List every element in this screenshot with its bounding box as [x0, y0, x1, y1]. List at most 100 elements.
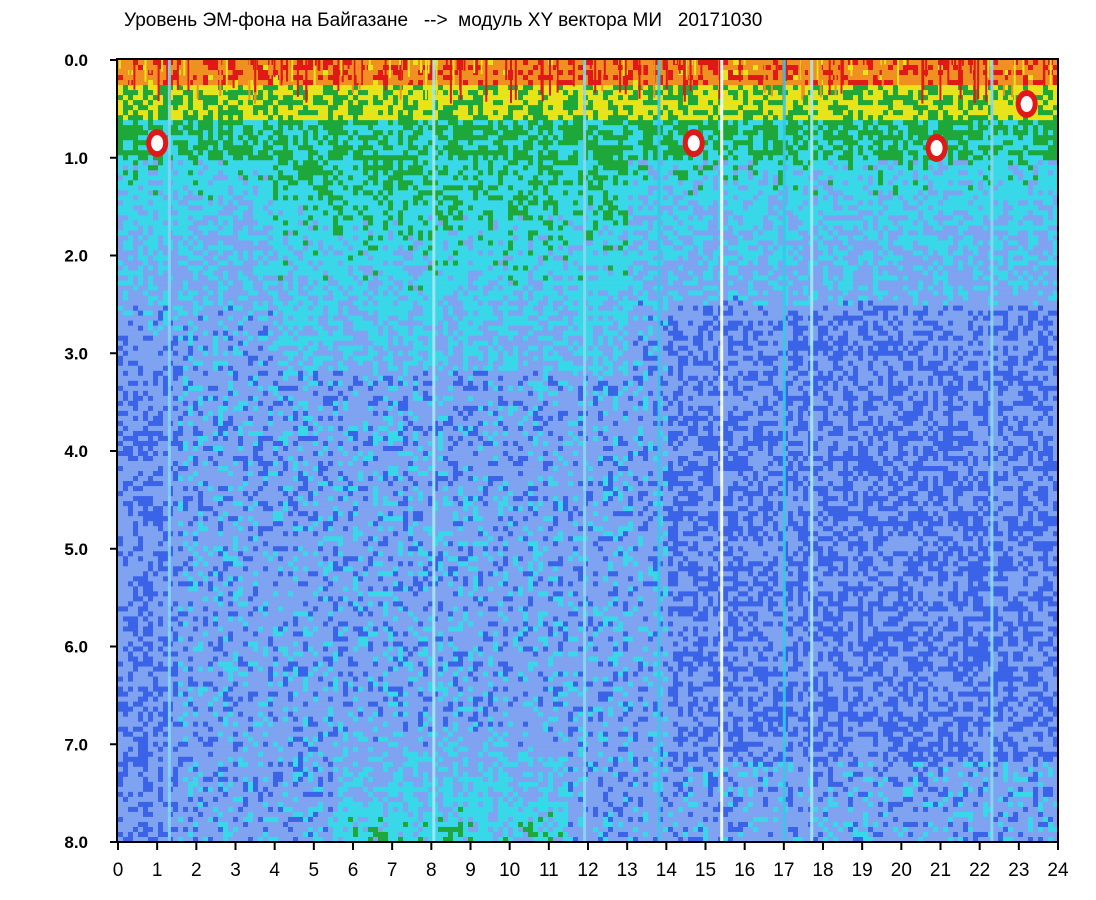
heat-cell — [753, 150, 759, 156]
heat-cell — [678, 105, 684, 111]
heat-cell — [858, 155, 864, 161]
heat-cell — [1023, 60, 1029, 66]
heat-cell — [343, 135, 349, 141]
heat-cell — [448, 110, 454, 116]
heat-cell — [328, 70, 334, 76]
heat-cell — [778, 85, 784, 91]
heat-cell — [313, 135, 319, 141]
heat-cell — [368, 185, 374, 191]
heat-cell — [328, 110, 334, 116]
heat-cell — [563, 145, 569, 151]
heat-cell — [558, 180, 564, 186]
heat-cell — [848, 170, 854, 176]
heat-cell — [198, 65, 204, 71]
heat-cell — [443, 170, 449, 176]
heat-cell — [268, 165, 274, 171]
heat-cell — [588, 95, 594, 101]
heat-cell — [1003, 115, 1009, 121]
heat-cell — [128, 100, 134, 106]
heat-cell — [498, 130, 504, 136]
heat-cell — [493, 180, 499, 186]
heat-cell — [938, 130, 944, 136]
heat-cell — [828, 180, 834, 186]
heat-cell — [568, 165, 574, 171]
heat-cell — [858, 150, 864, 156]
heat-cell — [263, 95, 269, 101]
heat-cell — [708, 170, 714, 176]
heat-cell — [788, 180, 794, 186]
heat-cell — [498, 85, 504, 91]
heat-cell — [153, 65, 159, 71]
heat-cell — [618, 90, 624, 96]
heat-cell — [628, 175, 634, 181]
heat-cell — [313, 150, 319, 156]
heat-cell — [453, 105, 459, 111]
heat-cell — [178, 115, 184, 121]
heat-cell — [743, 175, 749, 181]
heat-cell — [993, 130, 999, 136]
heat-cell — [948, 80, 954, 86]
heat-cell — [998, 145, 1004, 151]
heat-cell — [663, 135, 669, 141]
heat-cell — [733, 90, 739, 96]
heat-cell — [708, 85, 714, 91]
heat-cell — [393, 90, 399, 96]
heat-cell — [778, 110, 784, 116]
heat-cell — [963, 60, 969, 66]
heat-cell — [233, 170, 239, 176]
heat-cell — [328, 65, 334, 71]
heat-cell — [143, 100, 149, 106]
heat-cell — [653, 165, 659, 171]
heat-cell — [343, 125, 349, 131]
heat-cell — [363, 180, 369, 186]
heat-cell — [568, 95, 574, 101]
heat-cell — [653, 185, 659, 191]
heat-cell — [943, 85, 949, 91]
heat-cell — [558, 190, 564, 196]
heat-cell — [363, 125, 369, 131]
heat-cell — [143, 135, 149, 141]
heat-cell — [603, 95, 609, 101]
heat-cell — [823, 85, 829, 91]
heat-cell — [888, 155, 894, 161]
heat-cell — [523, 180, 529, 186]
heat-cell — [308, 95, 314, 101]
heat-cell — [1013, 120, 1019, 126]
heat-cell — [388, 115, 394, 121]
heat-cell — [323, 85, 329, 91]
heat-cell — [903, 115, 909, 121]
heat-cell — [673, 65, 679, 71]
heat-cell — [993, 160, 999, 166]
heat-cell — [383, 115, 389, 121]
heat-cell — [998, 130, 1004, 136]
heat-cell — [398, 100, 404, 106]
heat-cell — [968, 170, 974, 176]
heat-cell — [368, 140, 374, 146]
heat-cell — [388, 155, 394, 161]
heat-cell — [458, 135, 464, 141]
heat-cell — [868, 135, 874, 141]
heat-cell — [288, 60, 294, 66]
heat-cell — [918, 85, 924, 91]
heat-cell — [953, 165, 959, 171]
heat-cell — [738, 105, 744, 111]
heat-cell — [788, 75, 794, 81]
heat-cell — [758, 100, 764, 106]
heat-cell — [1048, 125, 1054, 131]
heat-cell — [523, 155, 529, 161]
heat-cell — [298, 105, 304, 111]
heat-cell — [303, 115, 309, 121]
heat-cell — [713, 100, 719, 106]
heat-cell — [708, 115, 714, 121]
heat-cell — [128, 110, 134, 116]
heat-cell — [1003, 145, 1009, 151]
heat-cell — [753, 120, 759, 126]
heat-cell — [578, 100, 584, 106]
heat-cell — [398, 120, 404, 126]
heat-cell — [833, 115, 839, 121]
heat-cell — [993, 90, 999, 96]
heat-cell — [498, 145, 504, 151]
heat-cell — [173, 175, 179, 181]
heat-cell — [513, 165, 519, 171]
heat-cell — [883, 120, 889, 126]
